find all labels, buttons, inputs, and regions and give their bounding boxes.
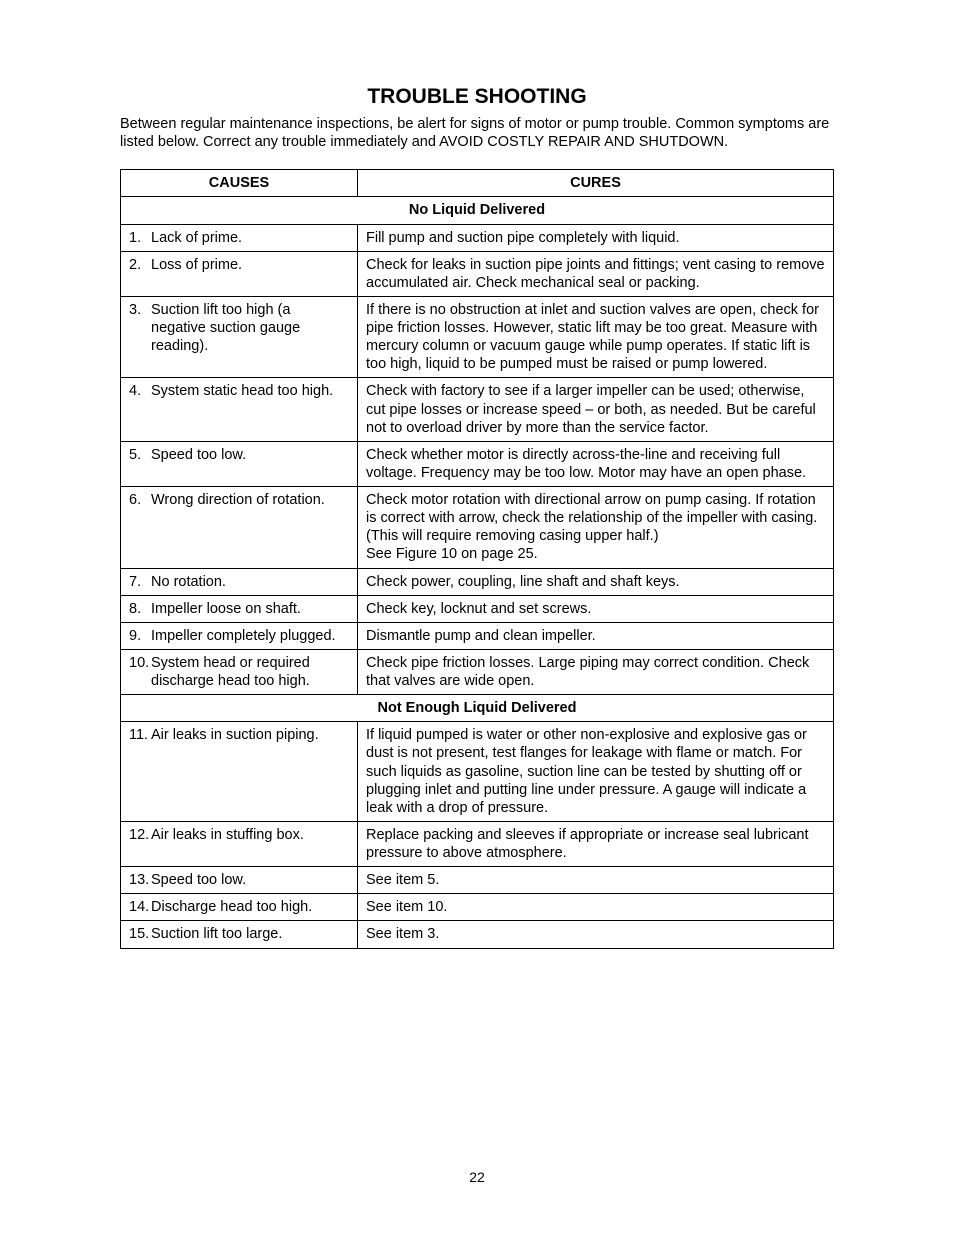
- cause-text: Air leaks in stuffing box.: [151, 826, 349, 844]
- cause-cell: 7.No rotation.: [121, 568, 358, 595]
- cause-text: Speed too low.: [151, 871, 349, 889]
- cause-text: Suction lift too high (a negative suctio…: [151, 301, 349, 355]
- cure-cell: Check whether motor is directly across-t…: [358, 441, 834, 486]
- cure-cell: If liquid pumped is water or other non-e…: [358, 722, 834, 822]
- cure-cell: See item 10.: [358, 894, 834, 921]
- cause-number: 11.: [129, 726, 151, 744]
- table-row: 11.Air leaks in suction piping.If liquid…: [121, 722, 834, 822]
- cause-cell: 13.Speed too low.: [121, 867, 358, 894]
- page-title: TROUBLE SHOOTING: [120, 85, 834, 109]
- cause-number: 12.: [129, 826, 151, 844]
- cure-cell: Fill pump and suction pipe completely wi…: [358, 224, 834, 251]
- table-row: 14.Discharge head too high.See item 10.: [121, 894, 834, 921]
- cause-cell: 1.Lack of prime.: [121, 224, 358, 251]
- table-row: 10.System head or required discharge hea…: [121, 649, 834, 694]
- page-number: 22: [0, 1169, 954, 1185]
- cause-cell: 2.Loss of prime.: [121, 251, 358, 296]
- cause-number: 8.: [129, 600, 151, 618]
- cause-cell: 3.Suction lift too high (a negative suct…: [121, 296, 358, 378]
- table-row: 5.Speed too low.Check whether motor is d…: [121, 441, 834, 486]
- cause-text: No rotation.: [151, 573, 349, 591]
- cure-cell: If there is no obstruction at inlet and …: [358, 296, 834, 378]
- table-header-row: CAUSES CURES: [121, 170, 834, 197]
- cause-text: System static head too high.: [151, 382, 349, 400]
- cause-number: 10.: [129, 654, 151, 690]
- cure-cell: Check key, locknut and set screws.: [358, 595, 834, 622]
- table-row: 6.Wrong direction of rotation.Check moto…: [121, 487, 834, 569]
- table-row: 8.Impeller loose on shaft.Check key, loc…: [121, 595, 834, 622]
- cause-cell: 11.Air leaks in suction piping.: [121, 722, 358, 822]
- cause-number: 5.: [129, 446, 151, 464]
- cure-cell: Replace packing and sleeves if appropria…: [358, 821, 834, 866]
- document-page: TROUBLE SHOOTING Between regular mainten…: [0, 0, 954, 1235]
- cause-cell: 6.Wrong direction of rotation.: [121, 487, 358, 569]
- cause-number: 15.: [129, 925, 151, 943]
- table-row: 1.Lack of prime.Fill pump and suction pi…: [121, 224, 834, 251]
- cause-number: 13.: [129, 871, 151, 889]
- cause-text: Air leaks in suction piping.: [151, 726, 349, 744]
- table-row: 13.Speed too low.See item 5.: [121, 867, 834, 894]
- table-row: 12.Air leaks in stuffing box.Replace pac…: [121, 821, 834, 866]
- cure-cell: See item 5.: [358, 867, 834, 894]
- cause-text: Impeller completely plugged.: [151, 627, 349, 645]
- cause-cell: 5.Speed too low.: [121, 441, 358, 486]
- cause-number: 9.: [129, 627, 151, 645]
- cause-number: 7.: [129, 573, 151, 591]
- troubleshooting-table: CAUSES CURES No Liquid Delivered1.Lack o…: [120, 169, 834, 948]
- cure-cell: Check power, coupling, line shaft and sh…: [358, 568, 834, 595]
- cause-cell: 15.Suction lift too large.: [121, 921, 358, 948]
- cause-number: 4.: [129, 382, 151, 400]
- table-row: 4.System static head too high.Check with…: [121, 378, 834, 441]
- col-header-cures: CURES: [358, 170, 834, 197]
- cause-cell: 10.System head or required discharge hea…: [121, 649, 358, 694]
- cause-number: 6.: [129, 491, 151, 509]
- cure-cell: Dismantle pump and clean impeller.: [358, 622, 834, 649]
- cause-text: Impeller loose on shaft.: [151, 600, 349, 618]
- table-row: 2.Loss of prime.Check for leaks in sucti…: [121, 251, 834, 296]
- cause-cell: 8.Impeller loose on shaft.: [121, 595, 358, 622]
- cause-text: Suction lift too large.: [151, 925, 349, 943]
- intro-paragraph: Between regular maintenance inspections,…: [120, 115, 834, 151]
- col-header-causes: CAUSES: [121, 170, 358, 197]
- cause-number: 3.: [129, 301, 151, 355]
- cure-cell: Check motor rotation with directional ar…: [358, 487, 834, 569]
- cure-cell: Check with factory to see if a larger im…: [358, 378, 834, 441]
- cause-number: 2.: [129, 256, 151, 274]
- cause-text: Wrong direction of rotation.: [151, 491, 349, 509]
- cause-text: Speed too low.: [151, 446, 349, 464]
- table-row: 3.Suction lift too high (a negative suct…: [121, 296, 834, 378]
- cure-cell: Check pipe friction losses. Large piping…: [358, 649, 834, 694]
- table-row: 9.Impeller completely plugged.Dismantle …: [121, 622, 834, 649]
- section-heading: No Liquid Delivered: [121, 197, 834, 224]
- cause-text: System head or required discharge head t…: [151, 654, 349, 690]
- cause-text: Loss of prime.: [151, 256, 349, 274]
- cause-text: Lack of prime.: [151, 229, 349, 247]
- table-row: 7.No rotation.Check power, coupling, lin…: [121, 568, 834, 595]
- cause-text: Discharge head too high.: [151, 898, 349, 916]
- section-heading-row: No Liquid Delivered: [121, 197, 834, 224]
- cure-cell: See item 3.: [358, 921, 834, 948]
- cause-cell: 12.Air leaks in stuffing box.: [121, 821, 358, 866]
- cause-cell: 9.Impeller completely plugged.: [121, 622, 358, 649]
- cause-number: 14.: [129, 898, 151, 916]
- section-heading-row: Not Enough Liquid Delivered: [121, 695, 834, 722]
- section-heading: Not Enough Liquid Delivered: [121, 695, 834, 722]
- cause-cell: 4.System static head too high.: [121, 378, 358, 441]
- cause-number: 1.: [129, 229, 151, 247]
- table-row: 15.Suction lift too large.See item 3.: [121, 921, 834, 948]
- cure-cell: Check for leaks in suction pipe joints a…: [358, 251, 834, 296]
- cause-cell: 14.Discharge head too high.: [121, 894, 358, 921]
